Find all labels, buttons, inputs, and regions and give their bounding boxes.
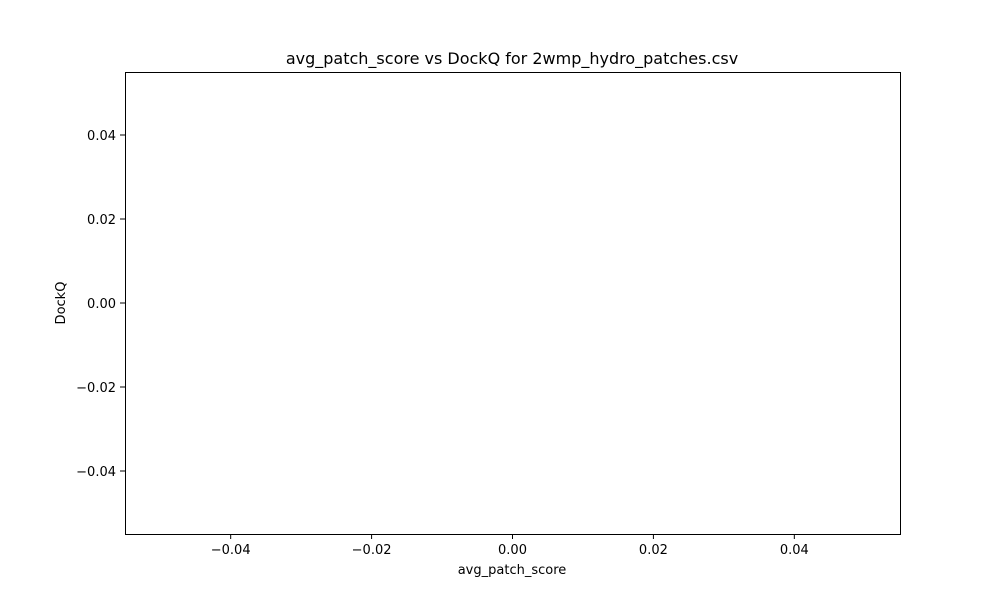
chart-title: avg_patch_score vs DockQ for 2wmp_hydro_… [286, 49, 738, 69]
y-tick-label: 0.00 [87, 297, 116, 312]
x-tick-label: −0.04 [211, 543, 251, 558]
y-tick-label: 0.04 [87, 129, 116, 144]
y-tick-label: −0.04 [76, 465, 116, 480]
x-tick-label: 0.04 [780, 543, 809, 558]
plot-area [125, 72, 901, 535]
x-tick-label: 0.00 [498, 543, 527, 558]
y-tick-label: −0.02 [76, 381, 116, 396]
x-axis-label: avg_patch_score [458, 563, 567, 578]
x-axis-ticks: −0.04 −0.02 0.00 0.02 0.04 [211, 534, 809, 558]
y-axis-ticks: −0.04 −0.02 0.00 0.02 0.04 [76, 129, 125, 480]
y-axis-label: DockQ [54, 282, 69, 325]
x-tick-label: −0.02 [352, 543, 392, 558]
y-tick-label: 0.02 [87, 213, 116, 228]
x-tick-label: 0.02 [639, 543, 668, 558]
